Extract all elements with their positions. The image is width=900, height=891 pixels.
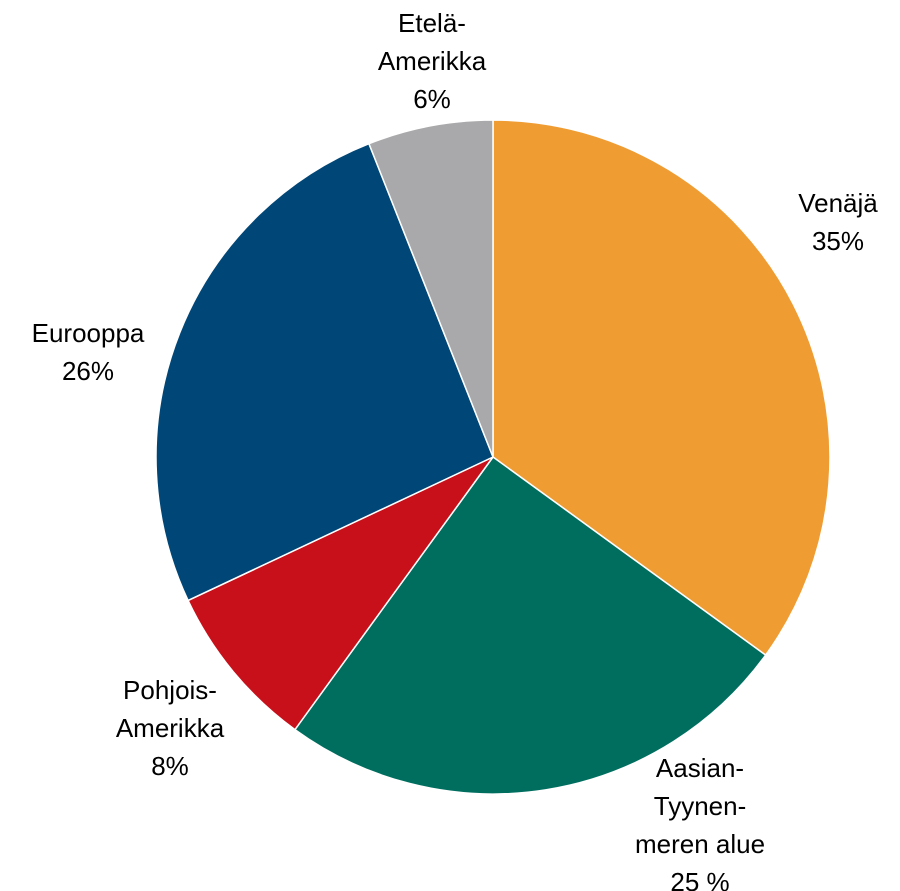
slice-label: Amerikka: [116, 713, 225, 743]
pie-slice: [155, 142, 494, 602]
slice-label: Tyynen-: [654, 791, 747, 821]
value-label: 25 %: [670, 867, 729, 891]
value-label: 35%: [812, 226, 864, 256]
pie-slice: [293, 455, 767, 795]
slice-label: Aasian-: [656, 753, 744, 783]
slice-label: meren alue: [635, 829, 765, 859]
pie-slice: [367, 119, 494, 458]
slice-label: Etelä-: [398, 8, 466, 38]
value-label: 8%: [151, 751, 189, 781]
slice-label: Amerikka: [378, 46, 487, 76]
pie-slice: [492, 119, 831, 657]
value-label: 26%: [62, 356, 114, 386]
slice-label: Pohjois-: [123, 675, 217, 705]
value-label: 6%: [413, 84, 451, 114]
slice-label: Eurooppa: [32, 318, 145, 348]
pie-slice: [187, 456, 494, 731]
slice-label: Venäjä: [798, 188, 878, 218]
